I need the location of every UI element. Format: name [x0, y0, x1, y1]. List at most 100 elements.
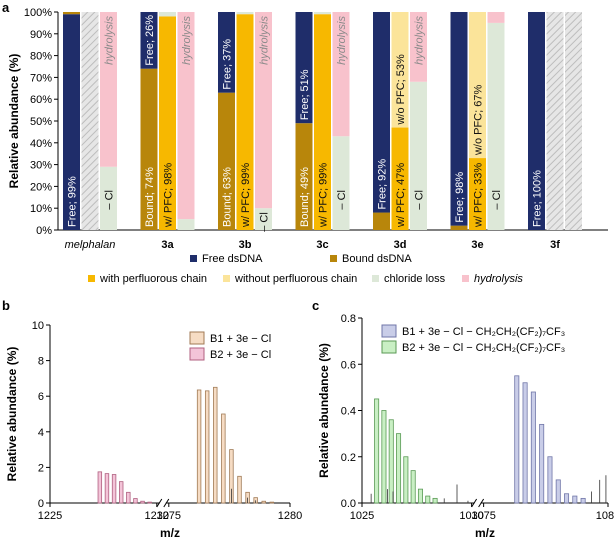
legend-item: B2 + 3e − Cl − CH₂CH₂(CF₂)₇CF₃	[381, 340, 565, 354]
x-tick-label: 1025	[350, 510, 374, 522]
bar-group: Free; 100% 3f	[528, 12, 582, 251]
spectrum-bar	[417, 488, 423, 504]
spectrum-bar	[237, 475, 242, 504]
legend-label: hydrolysis	[474, 273, 523, 285]
spectrum-bar	[221, 413, 226, 504]
axis-break-mark	[163, 498, 170, 508]
axis-break-mark	[478, 498, 485, 508]
bar-group: Free; 99% – Cl hydrolysis melphalan	[63, 12, 117, 251]
bar-segment-label: hydrolysis	[414, 16, 426, 65]
bar-segment-label: Free; 37%	[222, 39, 234, 90]
bar-segment-hydrolysis	[410, 12, 427, 82]
spectrum-bar	[530, 391, 536, 504]
spectrum-bar	[564, 493, 570, 504]
legend-label: Bound dsDNA	[342, 253, 412, 265]
bar-segment-free	[295, 12, 313, 124]
x-tick-label: 1280	[278, 510, 302, 522]
y-tick-label-a: 60%	[30, 94, 52, 106]
bar-group: Bound; 74% Free; 26% w/ PFC; 98% hydrolysis…	[140, 12, 195, 251]
bar-segment-bound	[218, 92, 235, 230]
bar-segment-label: – Cl	[104, 190, 116, 210]
x-category-label: 3e	[471, 239, 483, 251]
bar-segment-label: – Cl	[491, 190, 503, 210]
y-tick-label: 2	[38, 462, 44, 474]
bar-segment-label: Free; 92%	[377, 159, 389, 210]
y-tick-label: 4	[38, 427, 44, 439]
bar-segment-chloride	[410, 81, 427, 230]
bar-segment-label: Free; 100%	[532, 170, 544, 227]
spectrum-bar	[374, 398, 380, 504]
legend-swatch-withoutpfc	[223, 275, 230, 282]
spectrum-bar	[580, 497, 586, 504]
bar-segment-withpfc	[469, 158, 486, 230]
bar-segment-chloride	[487, 22, 505, 231]
axis-break-mark	[156, 498, 163, 508]
spectrum-bar	[126, 491, 131, 504]
bar-segment-bound	[373, 212, 390, 230]
x-category-label: melphalan	[65, 239, 116, 251]
y-tick-label-a: 0%	[36, 225, 52, 237]
y-tick-label-a: 10%	[30, 203, 52, 215]
bar-segment-withpfc	[314, 14, 331, 231]
bar-segment-withoutpfc	[469, 12, 486, 159]
x-category-label: 3a	[161, 239, 174, 251]
x-tick-label: 1230	[145, 510, 169, 522]
bar-segment-chloride	[255, 208, 272, 230]
x-category-label: 3c	[316, 239, 328, 251]
x-axis-title: m/z	[475, 526, 495, 540]
y-tick-label-a: 50%	[30, 116, 52, 128]
bar-group: Free; 92% w/ PFC; 47% w/o PFC; 53% – Cl hydr…	[373, 12, 427, 251]
legend-swatch	[189, 331, 205, 345]
bar-segment-label: Bound; 74%	[144, 167, 156, 227]
y-tick-label: 0	[38, 498, 44, 510]
legend-label: with perfluorous chain	[99, 273, 207, 285]
spectrum-bar	[97, 471, 103, 504]
spectrum-bar	[572, 495, 578, 504]
spectrum-bar	[140, 500, 145, 504]
bar-segment-bound	[63, 12, 80, 15]
y-tick-label: 6	[38, 391, 44, 403]
bar-segment-hydrolysis	[487, 12, 505, 23]
legend-swatch	[189, 347, 205, 361]
spectrum-bar	[547, 456, 553, 504]
legend-label: B1 + 3e − Cl	[210, 333, 271, 345]
y-axis-title: Relative abundance (%)	[5, 347, 19, 482]
spectrum-bar	[196, 389, 202, 504]
bar-segment-free	[218, 12, 235, 93]
bar-group: Bound; 63% Free; 37% w/ PFC; 99% – Cl hydrol…	[218, 12, 272, 251]
axis-break-mark	[471, 498, 478, 508]
bar-segment-label: hydrolysis	[259, 16, 271, 65]
bar-segment-hydrolysis	[100, 12, 117, 167]
bar-segment-label: Free; 26%	[144, 15, 156, 66]
x-tick-label: 1030	[459, 510, 483, 522]
bar-segment-gray	[565, 12, 582, 230]
bar-segment-label: Free; 98%	[454, 172, 466, 223]
spectrum-bar	[381, 410, 387, 504]
bar-segment-free	[450, 12, 468, 226]
legend-label: without perfluorous chain	[234, 273, 357, 285]
legend-swatch-bound	[330, 255, 337, 262]
y-tick-label-a: 100%	[24, 7, 52, 19]
bar-segment-withpfc	[236, 14, 254, 231]
y-tick-label-a: 70%	[30, 72, 52, 84]
legend-label: B2 + 3e − Cl	[210, 349, 271, 361]
bar-segment-chloride	[177, 219, 195, 230]
spectrum-bar	[119, 481, 124, 504]
spectrum-bar	[522, 382, 528, 504]
x-tick-label: 1275	[157, 510, 181, 522]
y-tick-label-a: 90%	[30, 29, 52, 41]
bar-segment-free	[373, 12, 390, 213]
legend-item: Free dsDNA	[190, 253, 263, 265]
spectrum-bar	[425, 495, 431, 504]
bar-segment-label: w/ PFC; 98%	[163, 163, 175, 228]
bar-segment-hydrolysis	[332, 12, 350, 137]
bar-segment-label: w/ PFC; 99%	[318, 163, 330, 228]
bar-segment-label: – Cl	[259, 212, 271, 232]
legend-item: B1 + 3e − Cl	[189, 331, 271, 345]
bar-segment-label: w/ PFC; 47%	[395, 163, 407, 228]
y-axis-title-a: Relative abundance (%)	[7, 54, 21, 189]
legend-label: B1 + 3e − Cl − CH₂CH₂(CF₂)₇CF₃	[402, 326, 565, 338]
legend-swatch-hydrolysis	[462, 275, 469, 282]
legend-swatch-chloride	[372, 275, 379, 282]
